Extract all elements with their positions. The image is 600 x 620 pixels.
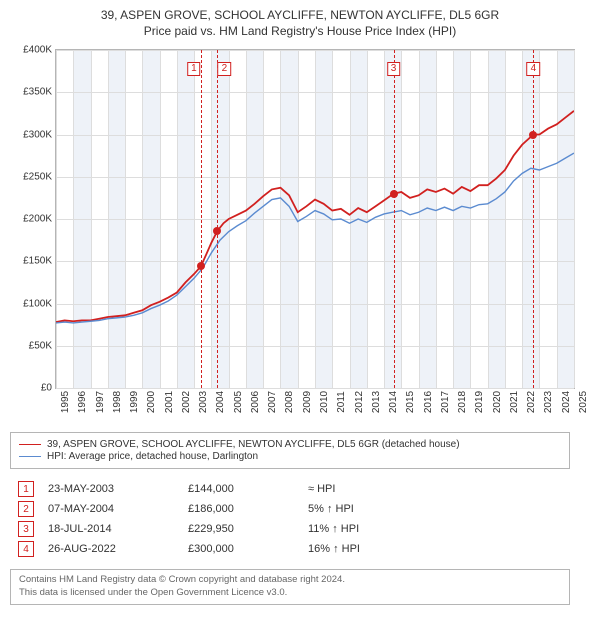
title-subtitle: Price paid vs. HM Land Registry's House … [10,24,590,38]
xtick-label: 2008 [280,391,295,413]
titles: 39, ASPEN GROVE, SCHOOL AYCLIFFE, NEWTON… [10,8,590,38]
sale-dot [529,131,537,139]
sale-vline [201,50,202,388]
xtick-label: 2021 [505,391,520,413]
ytick-label: £100K [23,298,56,309]
xtick-label: 2013 [367,391,382,413]
xtick-label: 2006 [246,391,261,413]
title-address: 39, ASPEN GROVE, SCHOOL AYCLIFFE, NEWTON… [10,8,590,22]
sale-num: 4 [18,541,34,557]
ytick-label: £50K [29,340,56,351]
gridline-h [56,388,574,389]
sale-num: 3 [18,521,34,537]
sale-num: 2 [18,501,34,517]
series-svg [56,50,574,388]
ytick-label: £350K [23,87,56,98]
legend-row-hpi: HPI: Average price, detached house, Darl… [19,451,561,462]
sale-hpi-note: 5% ↑ HPI [308,503,428,515]
xtick-label: 2023 [539,391,554,413]
sale-row: 1 23-MAY-2003£144,000≈ HPI [18,479,562,499]
xtick-label: 2025 [574,391,589,413]
xtick-label: 2011 [332,391,347,413]
sale-num: 1 [18,481,34,497]
ytick-label: £150K [23,256,56,267]
sale-row: 4 26-AUG-2022£300,00016% ↑ HPI [18,539,562,559]
xtick-label: 1999 [125,391,140,413]
sale-flag: 4 [527,62,541,76]
sale-date: 07-MAY-2004 [48,503,188,515]
sale-dot [197,262,205,270]
footer-line1: Contains HM Land Registry data © Crown c… [19,574,561,587]
sale-date: 18-JUL-2014 [48,523,188,535]
footer-line2: This data is licensed under the Open Gov… [19,587,561,600]
legend-swatch-hpi [19,456,41,457]
xtick-label: 2003 [194,391,209,413]
xtick-label: 2020 [488,391,503,413]
xtick-label: 2001 [160,391,175,413]
sale-price: £229,950 [188,523,308,535]
xtick-label: 1998 [108,391,123,413]
legend-label-property: 39, ASPEN GROVE, SCHOOL AYCLIFFE, NEWTON… [47,439,460,450]
sale-flag: 3 [387,62,401,76]
sale-price: £300,000 [188,543,308,555]
xtick-label: 1995 [56,391,71,413]
sale-vline [394,50,395,388]
legend-label-hpi: HPI: Average price, detached house, Darl… [47,451,258,462]
page: 39, ASPEN GROVE, SCHOOL AYCLIFFE, NEWTON… [0,0,600,620]
legend-swatch-property [19,444,41,445]
xtick-label: 2010 [315,391,330,413]
footer: Contains HM Land Registry data © Crown c… [10,569,570,605]
sale-dot [390,190,398,198]
xtick-label: 2007 [263,391,278,413]
sale-row: 2 07-MAY-2004£186,0005% ↑ HPI [18,499,562,519]
xtick-label: 2004 [211,391,226,413]
xtick-label: 1997 [91,391,106,413]
series-line-property [56,111,574,322]
xtick-label: 2009 [298,391,313,413]
xtick-label: 2005 [229,391,244,413]
xtick-label: 2019 [470,391,485,413]
sale-hpi-note: ≈ HPI [308,483,428,495]
xtick-label: 2002 [177,391,192,413]
plot-area: £0£50K£100K£150K£200K£250K£300K£350K£400… [55,49,575,389]
ytick-label: £300K [23,129,56,140]
xtick-label: 2016 [419,391,434,413]
sale-flag: 1 [187,62,201,76]
xtick-label: 1996 [73,391,88,413]
xtick-label: 2024 [557,391,572,413]
xtick-label: 2022 [522,391,537,413]
sale-dot [213,227,221,235]
chart: £0 £50K £100K £150K £200K £250K £300K £350K £400… [10,44,590,424]
ytick-label: £0 [41,383,56,394]
ytick-label: £250K [23,171,56,182]
sales-table: 1 23-MAY-2003£144,000≈ HPI 2 07-MAY-2004£18… [10,475,570,565]
sale-hpi-note: 11% ↑ HPI [308,523,428,535]
legend: 39, ASPEN GROVE, SCHOOL AYCLIFFE, NEWTON… [10,432,570,469]
sale-vline [217,50,218,388]
sale-vline [533,50,534,388]
sale-date: 26-AUG-2022 [48,543,188,555]
xtick-label: 2014 [384,391,399,413]
gridline-v [574,50,575,388]
sale-date: 23-MAY-2003 [48,483,188,495]
legend-row-property: 39, ASPEN GROVE, SCHOOL AYCLIFFE, NEWTON… [19,439,561,450]
sale-row: 3 18-JUL-2014£229,95011% ↑ HPI [18,519,562,539]
ytick-label: £200K [23,214,56,225]
ytick-label: £400K [23,45,56,56]
sale-hpi-note: 16% ↑ HPI [308,543,428,555]
xtick-label: 2017 [436,391,451,413]
sale-price: £144,000 [188,483,308,495]
xtick-label: 2015 [401,391,416,413]
sale-price: £186,000 [188,503,308,515]
xtick-label: 2012 [350,391,365,413]
sale-flag: 2 [218,62,232,76]
xtick-label: 2018 [453,391,468,413]
xtick-label: 2000 [142,391,157,413]
